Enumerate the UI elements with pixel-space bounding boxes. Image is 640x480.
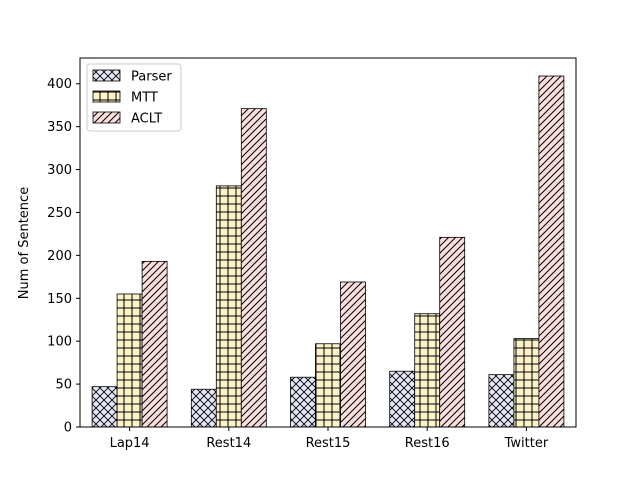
bar-aclt-rest16 bbox=[439, 236, 466, 428]
y-tick-label: 50 bbox=[55, 378, 72, 393]
legend-swatch-aclt bbox=[92, 111, 121, 124]
bar-mtt-twitter bbox=[513, 338, 540, 428]
legend-label-mtt: MTT bbox=[131, 91, 158, 106]
legend-swatch-parser bbox=[92, 69, 121, 82]
y-tick-label: 250 bbox=[47, 206, 72, 221]
y-tick-label: 0 bbox=[64, 421, 72, 436]
axes-layer: 0 50 100 150 200 250 300 350 400 Lap14 Rest14 Rest1… bbox=[47, 57, 577, 451]
bar-aclt-rest14 bbox=[240, 108, 267, 428]
x-tick-label: Rest16 bbox=[405, 436, 450, 451]
bar-mtt-lap14 bbox=[116, 293, 143, 428]
bar-aclt-rest15 bbox=[340, 281, 366, 428]
x-tick-label: Twitter bbox=[504, 436, 549, 451]
y-tick-label: 350 bbox=[47, 120, 72, 135]
bar-mtt-rest14 bbox=[215, 185, 242, 428]
x-tick-label: Lap14 bbox=[110, 436, 150, 451]
bar-aclt-lap14 bbox=[141, 260, 168, 428]
y-tick-label: 200 bbox=[47, 249, 72, 264]
y-tick-label: 400 bbox=[47, 77, 72, 92]
bar-aclt-twitter bbox=[538, 75, 565, 428]
legend-swatch-mtt bbox=[92, 90, 121, 103]
legend: Parser MTT ACLT bbox=[86, 63, 182, 132]
y-tick-label: 150 bbox=[47, 292, 72, 307]
bar-parser-twitter bbox=[488, 374, 515, 428]
bar-parser-rest14 bbox=[190, 388, 217, 428]
bar-mtt-rest16 bbox=[414, 313, 441, 428]
y-tick-label: 300 bbox=[47, 163, 72, 178]
y-axis-label: Num of Sentence bbox=[17, 187, 32, 299]
bar-parser-rest16 bbox=[389, 370, 416, 428]
legend-label-parser: Parser bbox=[131, 70, 172, 85]
bar-parser-lap14 bbox=[91, 386, 118, 428]
x-tick-label: Rest14 bbox=[206, 436, 251, 451]
legend-label-aclt: ACLT bbox=[131, 112, 162, 127]
y-tick-label: 100 bbox=[47, 335, 72, 350]
x-tick-label: Rest15 bbox=[306, 436, 351, 451]
bar-parser-rest15 bbox=[290, 376, 316, 428]
bar-mtt-rest15 bbox=[315, 343, 341, 428]
bars-layer bbox=[91, 75, 565, 428]
